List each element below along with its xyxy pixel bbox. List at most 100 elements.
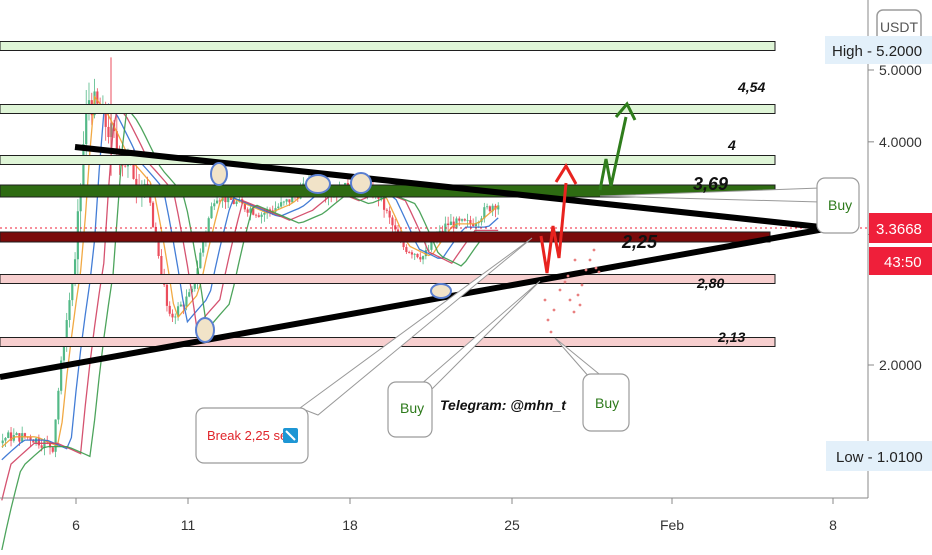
touch-marker <box>195 317 215 343</box>
candle-body <box>68 300 71 321</box>
candle-body <box>171 313 174 318</box>
projection-dot <box>584 268 588 272</box>
telegram-label: Telegram: @mhn_t <box>440 397 567 413</box>
candle-body <box>249 208 252 213</box>
candle-body <box>279 202 283 207</box>
plot-area[interactable]: Break 2,25 sell Buy Telegram: @mhn_t Buy… <box>0 41 868 551</box>
candle-body <box>416 253 419 258</box>
lower-trendline <box>0 225 831 380</box>
buy-left-label: Buy <box>400 400 424 416</box>
candle-body <box>4 437 7 441</box>
candle-body <box>176 306 180 317</box>
candle-body <box>268 209 272 211</box>
candle-body <box>85 105 88 145</box>
level-zones <box>0 41 868 347</box>
buy-top-box[interactable] <box>816 177 860 234</box>
candle-body <box>213 203 216 207</box>
candle-body <box>263 212 266 215</box>
projection-dot <box>543 298 547 302</box>
level-labels: 4,54 4 3,69 2,25 2,80 2,13 <box>621 79 765 345</box>
time-tick-label: 18 <box>342 517 358 533</box>
red-projection <box>539 182 568 274</box>
buy-left-box[interactable] <box>387 381 433 438</box>
projection-dot <box>558 288 562 292</box>
candle-body <box>57 390 60 420</box>
candle-body <box>165 284 169 306</box>
candle-body <box>235 201 238 204</box>
high-label: High - 5.2000 <box>832 43 922 60</box>
candle-body <box>9 432 13 441</box>
arrow-emoji-stroke <box>285 430 296 441</box>
red-arrowhead <box>554 163 578 185</box>
time-ticks: 6 11 18 25 Feb 8 <box>72 498 837 533</box>
currency-badge-label: USDT <box>880 19 919 35</box>
candle-body <box>382 196 386 210</box>
time-tick-label: 8 <box>829 517 837 533</box>
projection-dot <box>597 270 601 274</box>
projection-dot <box>592 248 596 252</box>
moving-average-line <box>1 106 499 551</box>
candle-body <box>15 433 18 436</box>
callout-boxes: Break 2,25 sell Buy Telegram: @mhn_t Buy… <box>195 177 860 464</box>
time-tick-label: 6 <box>72 517 80 533</box>
candle-body <box>497 205 500 210</box>
break-sell-label: Break 2,25 sell <box>207 428 293 443</box>
candle-body <box>43 440 46 448</box>
candle-body <box>285 199 288 202</box>
level-label: 3,69 <box>693 174 728 194</box>
candle-body <box>291 195 294 203</box>
candle-body <box>185 296 188 307</box>
candle-body <box>193 282 196 289</box>
candle-body <box>257 215 260 217</box>
touch-markers <box>195 162 452 343</box>
candle-body <box>252 208 255 215</box>
candle-body <box>243 203 246 210</box>
candle-body <box>282 201 285 203</box>
last-price-box <box>869 213 932 243</box>
projection-paths <box>539 101 637 334</box>
buy-right-box[interactable] <box>582 373 630 432</box>
upper-trendline <box>74 144 831 231</box>
candle-body <box>260 214 263 217</box>
touch-marker <box>210 162 228 186</box>
projection-dot <box>572 310 576 314</box>
candle-body <box>115 131 118 149</box>
candle-body <box>210 206 213 219</box>
candle-body <box>132 156 135 179</box>
candle-body <box>37 438 40 446</box>
candle-body <box>419 257 422 260</box>
candle-body <box>254 214 258 216</box>
candle-body <box>441 230 444 232</box>
candle-body <box>154 226 157 235</box>
candle-body <box>472 224 475 227</box>
projection-dot <box>552 308 556 312</box>
break-sell-box[interactable] <box>195 407 309 464</box>
candle-body <box>460 219 464 221</box>
candle-body <box>274 208 277 212</box>
candle-body <box>71 281 74 301</box>
time-axis[interactable]: 6 11 18 25 Feb 8 <box>0 497 868 533</box>
buy-top-label: Buy <box>828 197 852 213</box>
projection-dot <box>588 258 592 262</box>
callout-pointers <box>298 187 821 416</box>
candle-body <box>424 250 427 257</box>
candle-body <box>143 183 146 185</box>
candle-body <box>488 206 491 212</box>
candle-body <box>174 316 177 318</box>
candle-body <box>405 247 408 253</box>
candle-body <box>60 360 63 391</box>
candle-body <box>124 165 127 167</box>
projection-dot <box>563 280 567 284</box>
candle-body <box>1 440 4 444</box>
candle-body <box>168 305 171 314</box>
candle-body <box>385 209 388 211</box>
dotted-projection <box>543 248 601 334</box>
candle-body <box>160 256 163 275</box>
candle-body <box>151 202 155 227</box>
break-sell-pointer <box>298 237 533 416</box>
candle-body <box>48 442 52 448</box>
candle-body <box>107 126 110 138</box>
